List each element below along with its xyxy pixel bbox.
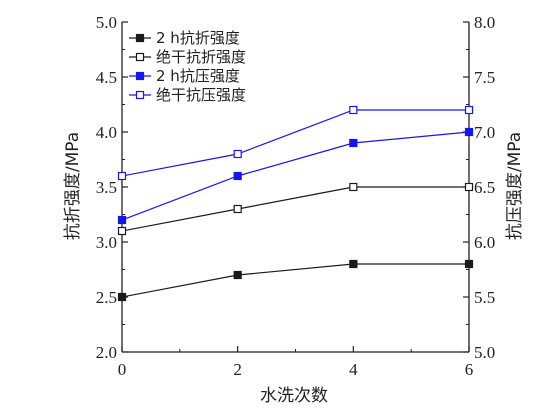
data-point	[233, 270, 242, 280]
y-right-tick-label: 8.0	[474, 13, 495, 32]
y-left-tick-label: 2.0	[96, 343, 117, 362]
data-point	[117, 292, 127, 302]
y-left-tick-label: 4.5	[96, 68, 117, 87]
legend-entry: 绝干抗压强度	[129, 86, 246, 104]
data-point	[464, 259, 474, 269]
data-point	[117, 215, 127, 225]
y-left-tick-label: 5.0	[96, 13, 117, 32]
y-right-tick-label: 7.5	[474, 68, 495, 87]
x-ticks: 0 2 4 6	[118, 346, 474, 379]
y-left-tick-label: 2.5	[96, 288, 117, 307]
y-left-tick-label: 3.0	[96, 233, 117, 252]
data-point	[349, 105, 358, 115]
y-right-tick-label: 6.5	[474, 178, 495, 197]
y-left-tick-label: 4.0	[96, 123, 117, 142]
series-layer	[117, 105, 474, 302]
y-left-tick-label: 3.5	[96, 178, 117, 197]
data-point	[349, 182, 358, 192]
legend-entry: 2 h抗压强度	[129, 67, 240, 85]
series-line	[121, 109, 469, 177]
legend-marker	[135, 71, 145, 81]
y-right-tick-label: 6.0	[474, 233, 495, 252]
legend-marker	[135, 52, 145, 62]
series-line	[121, 186, 469, 232]
data-point	[464, 105, 474, 115]
y-axis-left-label: 抗折强度/MPa	[63, 132, 83, 240]
data-point	[233, 149, 242, 159]
series-line	[121, 263, 469, 298]
y-right-tick-label: 7.0	[474, 123, 495, 142]
x-tick-label: 4	[349, 360, 358, 379]
data-point	[117, 171, 127, 181]
data-point	[233, 171, 242, 181]
legend-label: 2 h抗压强度	[156, 67, 240, 85]
y-axis-right-label: 抗压强度/MPa	[505, 132, 525, 240]
legend-marker	[135, 90, 145, 100]
x-tick-label: 2	[233, 360, 242, 379]
legend-marker	[135, 33, 145, 43]
series-1	[117, 259, 474, 302]
data-point	[349, 138, 358, 148]
legend-entry: 2 h抗折强度	[129, 29, 240, 47]
legend-label: 绝干抗折强度	[156, 48, 246, 66]
x-axis-label: 水洗次数	[260, 386, 328, 406]
y-ticks-right: 5.0 5.5 6.0 6.5 7.0 7.5 8.0	[463, 13, 495, 362]
x-tick-label: 6	[465, 360, 474, 379]
data-point	[117, 226, 127, 236]
series-line	[121, 131, 470, 221]
legend-label: 绝干抗压强度	[156, 86, 246, 104]
y-right-tick-label: 5.5	[474, 288, 495, 307]
x-tick-label: 0	[118, 360, 127, 379]
data-point	[464, 127, 474, 137]
y-right-tick-label: 5.0	[474, 343, 495, 362]
data-point	[464, 182, 474, 192]
data-point	[233, 204, 242, 214]
legend-label: 2 h抗折强度	[156, 29, 240, 47]
series-2	[117, 182, 474, 236]
data-point	[349, 259, 358, 269]
series-3	[117, 127, 474, 225]
legend-entry: 绝干抗折强度	[129, 48, 246, 66]
y-ticks-left: 2.0 2.5 3.0 3.5 4.0 4.5 5.0	[96, 13, 128, 362]
series-4	[117, 105, 474, 181]
